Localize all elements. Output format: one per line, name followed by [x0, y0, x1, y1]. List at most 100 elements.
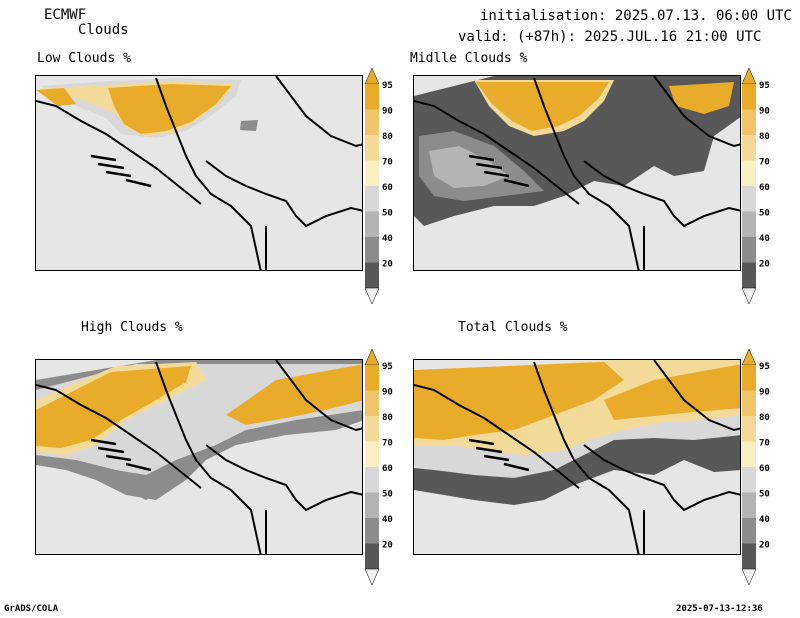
colorbar-label: 95 [382, 81, 393, 91]
border [583, 160, 740, 228]
coastline [414, 384, 580, 489]
border [155, 361, 262, 554]
coastline [36, 100, 202, 205]
border [205, 444, 362, 512]
colorbar-segment [742, 467, 756, 493]
colorbar-label: 95 [759, 362, 770, 372]
colorbar-segment [365, 492, 379, 518]
coastline [90, 438, 152, 472]
coastline [90, 154, 152, 188]
colorbar-label: 50 [382, 490, 393, 500]
colorbar-total: 95 90 80 70 60 50 40 20 [741, 343, 770, 586]
cloud-area [36, 366, 191, 448]
colorbar-label: 80 [759, 413, 770, 423]
colorbar-label: 40 [759, 515, 770, 525]
colorbar-high: 95 90 80 70 60 50 40 20 [364, 343, 393, 586]
panel-title-middle: Midlle Clouds % [410, 51, 528, 66]
colorbar-segment [365, 390, 379, 416]
colorbar-label: 70 [382, 158, 393, 168]
colorbar-segment [365, 135, 379, 161]
border [155, 77, 262, 270]
colorbar-segment [742, 211, 756, 237]
colorbar-label: 20 [759, 260, 770, 270]
colorbar-segment [365, 441, 379, 467]
colorbar-label: 80 [382, 413, 393, 423]
colorbar-label: 80 [382, 132, 393, 142]
colorbar-segment [365, 160, 379, 186]
coastline [414, 100, 580, 205]
colorbar-segment [742, 237, 756, 263]
border [583, 444, 740, 512]
colorbar-label: 70 [759, 439, 770, 449]
colorbar-segment [742, 84, 756, 110]
cloud-area [240, 120, 258, 131]
colorbar-label: 70 [382, 439, 393, 449]
colorbar-segment [742, 135, 756, 161]
cloud-area [414, 362, 624, 440]
colorbar-segment [365, 416, 379, 442]
border [653, 360, 740, 432]
map-total-clouds [413, 359, 741, 555]
colorbar-segment [742, 416, 756, 442]
colorbar-top-arrow [741, 348, 757, 366]
colorbar-low: 95 90 80 70 60 50 40 20 [364, 62, 393, 305]
cloud-area [126, 478, 171, 500]
colorbar-label: 60 [382, 464, 393, 474]
coastline [468, 154, 530, 188]
colorbar-segment [365, 518, 379, 544]
colorbar-label: 80 [759, 132, 770, 142]
colorbar-label: 20 [759, 541, 770, 551]
border [275, 360, 362, 432]
colorbar-segment [365, 237, 379, 263]
colorbar-label: 95 [759, 81, 770, 91]
colorbar-label: 90 [759, 107, 770, 117]
init-time: initialisation: 2025.07.13. 06:00 UTC [480, 8, 792, 24]
colorbar-middle: 95 90 80 70 60 50 40 20 [741, 62, 770, 305]
colorbar-segment [365, 467, 379, 493]
colorbar-segment [365, 109, 379, 135]
colorbar-segment [365, 543, 379, 569]
colorbar-top-arrow [364, 67, 380, 85]
colorbar-segment [742, 518, 756, 544]
product-name: Clouds [78, 22, 129, 38]
low-clouds-field [36, 76, 362, 270]
colorbar-segment [742, 441, 756, 467]
panel-title-low: Low Clouds % [37, 51, 131, 66]
colorbar-segment [742, 492, 756, 518]
coastline [36, 384, 202, 489]
border [533, 361, 640, 554]
high-clouds-field [36, 360, 362, 554]
panel-title-high: High Clouds % [81, 320, 183, 335]
border [533, 77, 640, 270]
middle-clouds-field [414, 76, 740, 270]
colorbar-bottom-arrow [741, 287, 757, 305]
colorbar-label: 60 [759, 183, 770, 193]
colorbar-segment [742, 160, 756, 186]
border [653, 76, 740, 148]
colorbar-label: 20 [382, 260, 393, 270]
colorbar-label: 50 [759, 490, 770, 500]
model-name: ECMWF [44, 7, 87, 23]
footer-software: GrADS/COLA [4, 604, 59, 614]
map-middle-clouds [413, 75, 741, 271]
colorbar-segment [365, 84, 379, 110]
colorbar-label: 90 [759, 388, 770, 398]
map-high-clouds [35, 359, 363, 555]
colorbar-segment [365, 262, 379, 288]
colorbar-segment [742, 186, 756, 212]
colorbar-label: 90 [382, 107, 393, 117]
colorbar-label: 50 [759, 209, 770, 219]
colorbar-label: 20 [382, 541, 393, 551]
colorbar-label: 50 [382, 209, 393, 219]
colorbar-graphic: 95 90 80 70 60 50 40 20 [364, 67, 393, 305]
colorbar-bottom-arrow [741, 568, 757, 586]
colorbar-segment [365, 211, 379, 237]
colorbar-label: 40 [382, 234, 393, 244]
colorbar-label: 95 [382, 362, 393, 372]
colorbar-segment [365, 365, 379, 391]
colorbar-segment [742, 365, 756, 391]
colorbar-graphic: 95 90 80 70 60 50 40 20 [364, 348, 393, 586]
colorbar-label: 40 [759, 234, 770, 244]
colorbar-segment [742, 262, 756, 288]
colorbar-label: 40 [382, 515, 393, 525]
